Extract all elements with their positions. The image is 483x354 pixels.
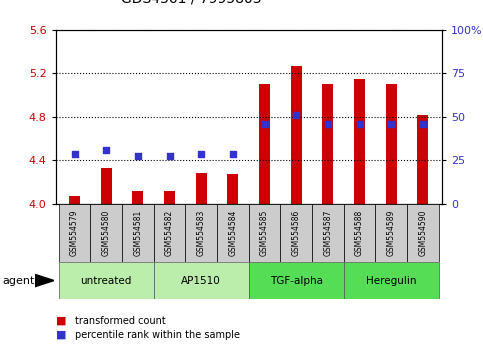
Bar [249,204,281,262]
Bar [249,262,344,299]
Bar [344,262,439,299]
Text: transformed count: transformed count [75,316,166,326]
Bar [59,204,90,262]
Point [356,121,364,127]
Polygon shape [35,274,54,287]
Text: GSM554584: GSM554584 [228,210,238,256]
Bar [386,84,397,204]
Point [166,153,173,159]
Text: ■: ■ [56,316,66,326]
Bar [375,204,407,262]
Point [387,121,395,127]
Bar [259,84,270,204]
Point [419,121,427,127]
Bar [407,204,439,262]
Bar [291,66,302,204]
Text: GSM554583: GSM554583 [197,210,206,256]
Bar [164,190,175,204]
Bar [227,174,239,204]
Text: GSM554586: GSM554586 [292,210,301,256]
Bar [69,196,80,204]
Bar [154,262,249,299]
Text: GDS4361 / 7995803: GDS4361 / 7995803 [121,0,261,5]
Bar [322,84,333,204]
Text: GSM554579: GSM554579 [70,210,79,256]
Text: GSM554582: GSM554582 [165,210,174,256]
Text: GSM554588: GSM554588 [355,210,364,256]
Point [102,148,110,153]
Bar [354,79,365,204]
Bar [185,204,217,262]
Bar [132,190,143,204]
Text: GSM554581: GSM554581 [133,210,142,256]
Text: agent: agent [2,275,35,286]
Bar [417,115,428,204]
Text: GSM554580: GSM554580 [102,210,111,256]
Bar [90,204,122,262]
Point [134,153,142,159]
Bar [312,204,344,262]
Text: percentile rank within the sample: percentile rank within the sample [75,330,240,340]
Bar [217,204,249,262]
Text: GSM554587: GSM554587 [324,210,332,256]
Text: TGF-alpha: TGF-alpha [270,275,323,286]
Text: AP1510: AP1510 [181,275,221,286]
Bar [154,204,185,262]
Point [198,151,205,156]
Bar [122,204,154,262]
Bar [100,168,112,204]
Text: untreated: untreated [81,275,132,286]
Point [229,151,237,156]
Point [261,121,269,127]
Text: Heregulin: Heregulin [366,275,416,286]
Text: GSM554585: GSM554585 [260,210,269,256]
Text: ■: ■ [56,330,66,340]
Point [292,112,300,118]
Point [71,151,78,156]
Bar [196,173,207,204]
Bar [59,262,154,299]
Text: GSM554589: GSM554589 [387,210,396,256]
Bar [344,204,375,262]
Point [324,121,332,127]
Bar [281,204,312,262]
Text: GSM554590: GSM554590 [418,210,427,256]
